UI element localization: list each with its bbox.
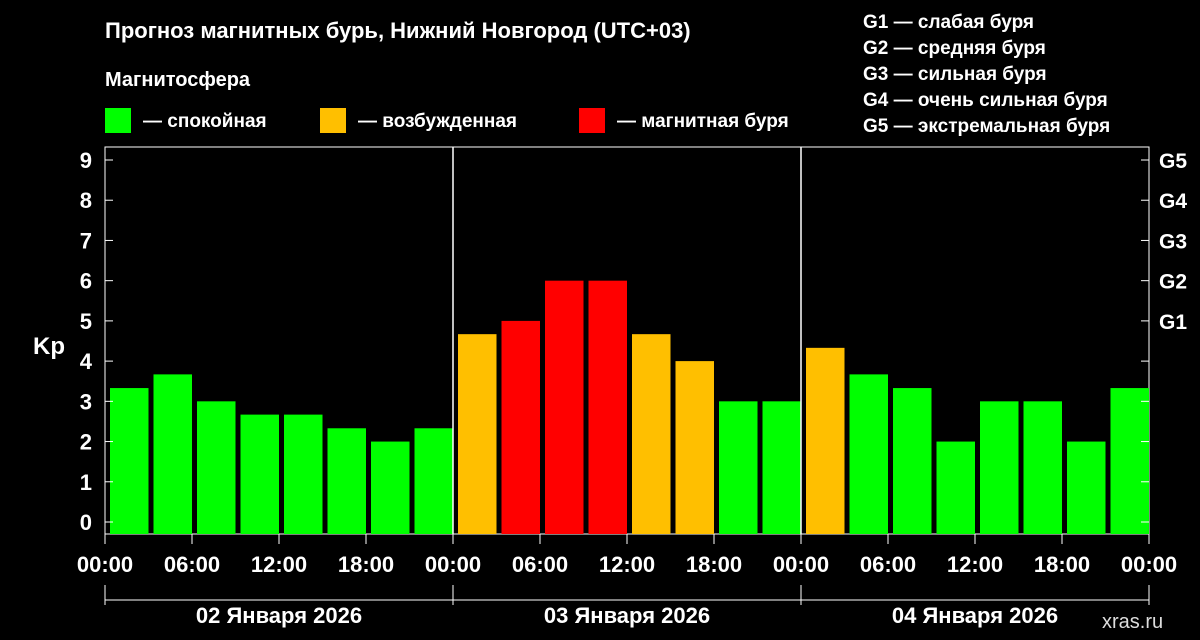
x-tick-label: 12:00 <box>947 552 1003 577</box>
bar-8 <box>414 428 453 534</box>
bar-15 <box>719 401 758 534</box>
x-axis: 00:00 06:00 12:00 18:00 00:00 06:00 12:00 18:00… <box>77 534 1177 577</box>
bar-14 <box>675 361 714 534</box>
x-tick-label: 06:00 <box>512 552 568 577</box>
day-label: 02 Января 2026 <box>196 603 362 628</box>
bar-17 <box>806 347 845 534</box>
right-tick-label-g1: G1 <box>1159 311 1187 334</box>
x-tick-label: 06:00 <box>164 552 220 577</box>
storm-level-item: G5 — экстремальная буря <box>863 116 1110 137</box>
x-tick-label: 00:00 <box>77 552 133 577</box>
bar-9 <box>458 334 497 534</box>
y-tick-label: 9 <box>80 148 92 173</box>
y-tick-label: 2 <box>80 430 92 455</box>
bar-11 <box>545 280 584 534</box>
y-tick-label: 7 <box>80 228 92 253</box>
legend-swatch-excited <box>320 108 346 133</box>
right-tick-label-g5: G5 <box>1159 150 1187 173</box>
bars <box>110 280 1149 534</box>
bar-6 <box>327 428 366 534</box>
day-dividers <box>452 147 802 534</box>
y-tick-label: 0 <box>80 510 92 535</box>
chart-subtitle: Магнитосфера <box>105 69 251 91</box>
y-tick-label: 5 <box>80 309 92 334</box>
right-tick-label-g3: G3 <box>1159 230 1187 253</box>
right-tick-label-g2: G2 <box>1159 271 1187 294</box>
y-axis-left: 0 1 2 3 4 5 6 7 8 9 <box>80 148 113 535</box>
legend-label-calm: — спокойная <box>143 111 267 132</box>
bar-18 <box>849 374 888 534</box>
x-tick-label: 00:00 <box>1121 552 1177 577</box>
x-tick-label: 00:00 <box>425 552 481 577</box>
chart-title: Прогноз магнитных бурь, Нижний Новгород … <box>105 18 691 43</box>
y-axis-right: G1 G2 G3 G4 G5 <box>1141 150 1187 523</box>
bar-21 <box>980 401 1019 534</box>
y-tick-label: 8 <box>80 188 92 213</box>
storm-level-item: G3 — сильная буря <box>863 64 1047 85</box>
storm-levels-list: G1 — слабая буря G2 — средняя буря G3 — си… <box>863 12 1110 137</box>
bar-24 <box>1110 388 1149 534</box>
legend-item-storm: — магнитная буря <box>579 108 789 133</box>
day-label: 04 Января 2026 <box>892 603 1058 628</box>
bar-16 <box>762 401 801 534</box>
legend-label-storm: — магнитная буря <box>617 111 789 132</box>
bar-10 <box>501 320 540 534</box>
bar-1 <box>110 388 149 534</box>
bar-13 <box>632 334 671 534</box>
storm-level-item: G4 — очень сильная буря <box>863 90 1108 111</box>
y-tick-label: 4 <box>80 349 93 374</box>
bar-20 <box>936 441 975 534</box>
y-tick-label: 3 <box>80 389 92 414</box>
bar-23 <box>1067 441 1106 534</box>
legend-item-calm: — спокойная <box>105 108 267 133</box>
storm-level-item: G1 — слабая буря <box>863 12 1034 33</box>
bar-22 <box>1023 401 1062 534</box>
bar-3 <box>197 401 236 534</box>
x-tick-label: 12:00 <box>251 552 307 577</box>
x-tick-label: 18:00 <box>338 552 394 577</box>
legend-item-excited: — возбужденная <box>320 108 517 133</box>
legend-swatch-storm <box>579 108 605 133</box>
legend-swatch-calm <box>105 108 131 133</box>
bar-5 <box>284 414 323 534</box>
x-tick-label: 18:00 <box>1034 552 1090 577</box>
right-tick-label-g4: G4 <box>1159 190 1187 213</box>
x-tick-label: 18:00 <box>686 552 742 577</box>
day-label: 03 Января 2026 <box>544 603 710 628</box>
bar-19 <box>893 388 932 534</box>
x-tick-label: 12:00 <box>599 552 655 577</box>
bar-4 <box>240 414 279 534</box>
bar-2 <box>153 374 192 534</box>
legend-label-excited: — возбужденная <box>358 111 517 132</box>
day-axis: 02 Января 2026 03 Января 2026 04 Января 20… <box>104 585 1150 628</box>
storm-level-item: G2 — средняя буря <box>863 38 1046 59</box>
watermark: xras.ru <box>1102 611 1163 633</box>
bar-12 <box>588 280 627 534</box>
bar-7 <box>371 441 410 534</box>
legend: — спокойная — возбужденная — магнитная бур… <box>105 108 789 133</box>
y-tick-label: 6 <box>80 269 92 294</box>
x-tick-label: 06:00 <box>860 552 916 577</box>
y-tick-label: 1 <box>80 470 92 495</box>
x-tick-label: 00:00 <box>773 552 829 577</box>
y-axis-label: Kp <box>33 333 65 360</box>
